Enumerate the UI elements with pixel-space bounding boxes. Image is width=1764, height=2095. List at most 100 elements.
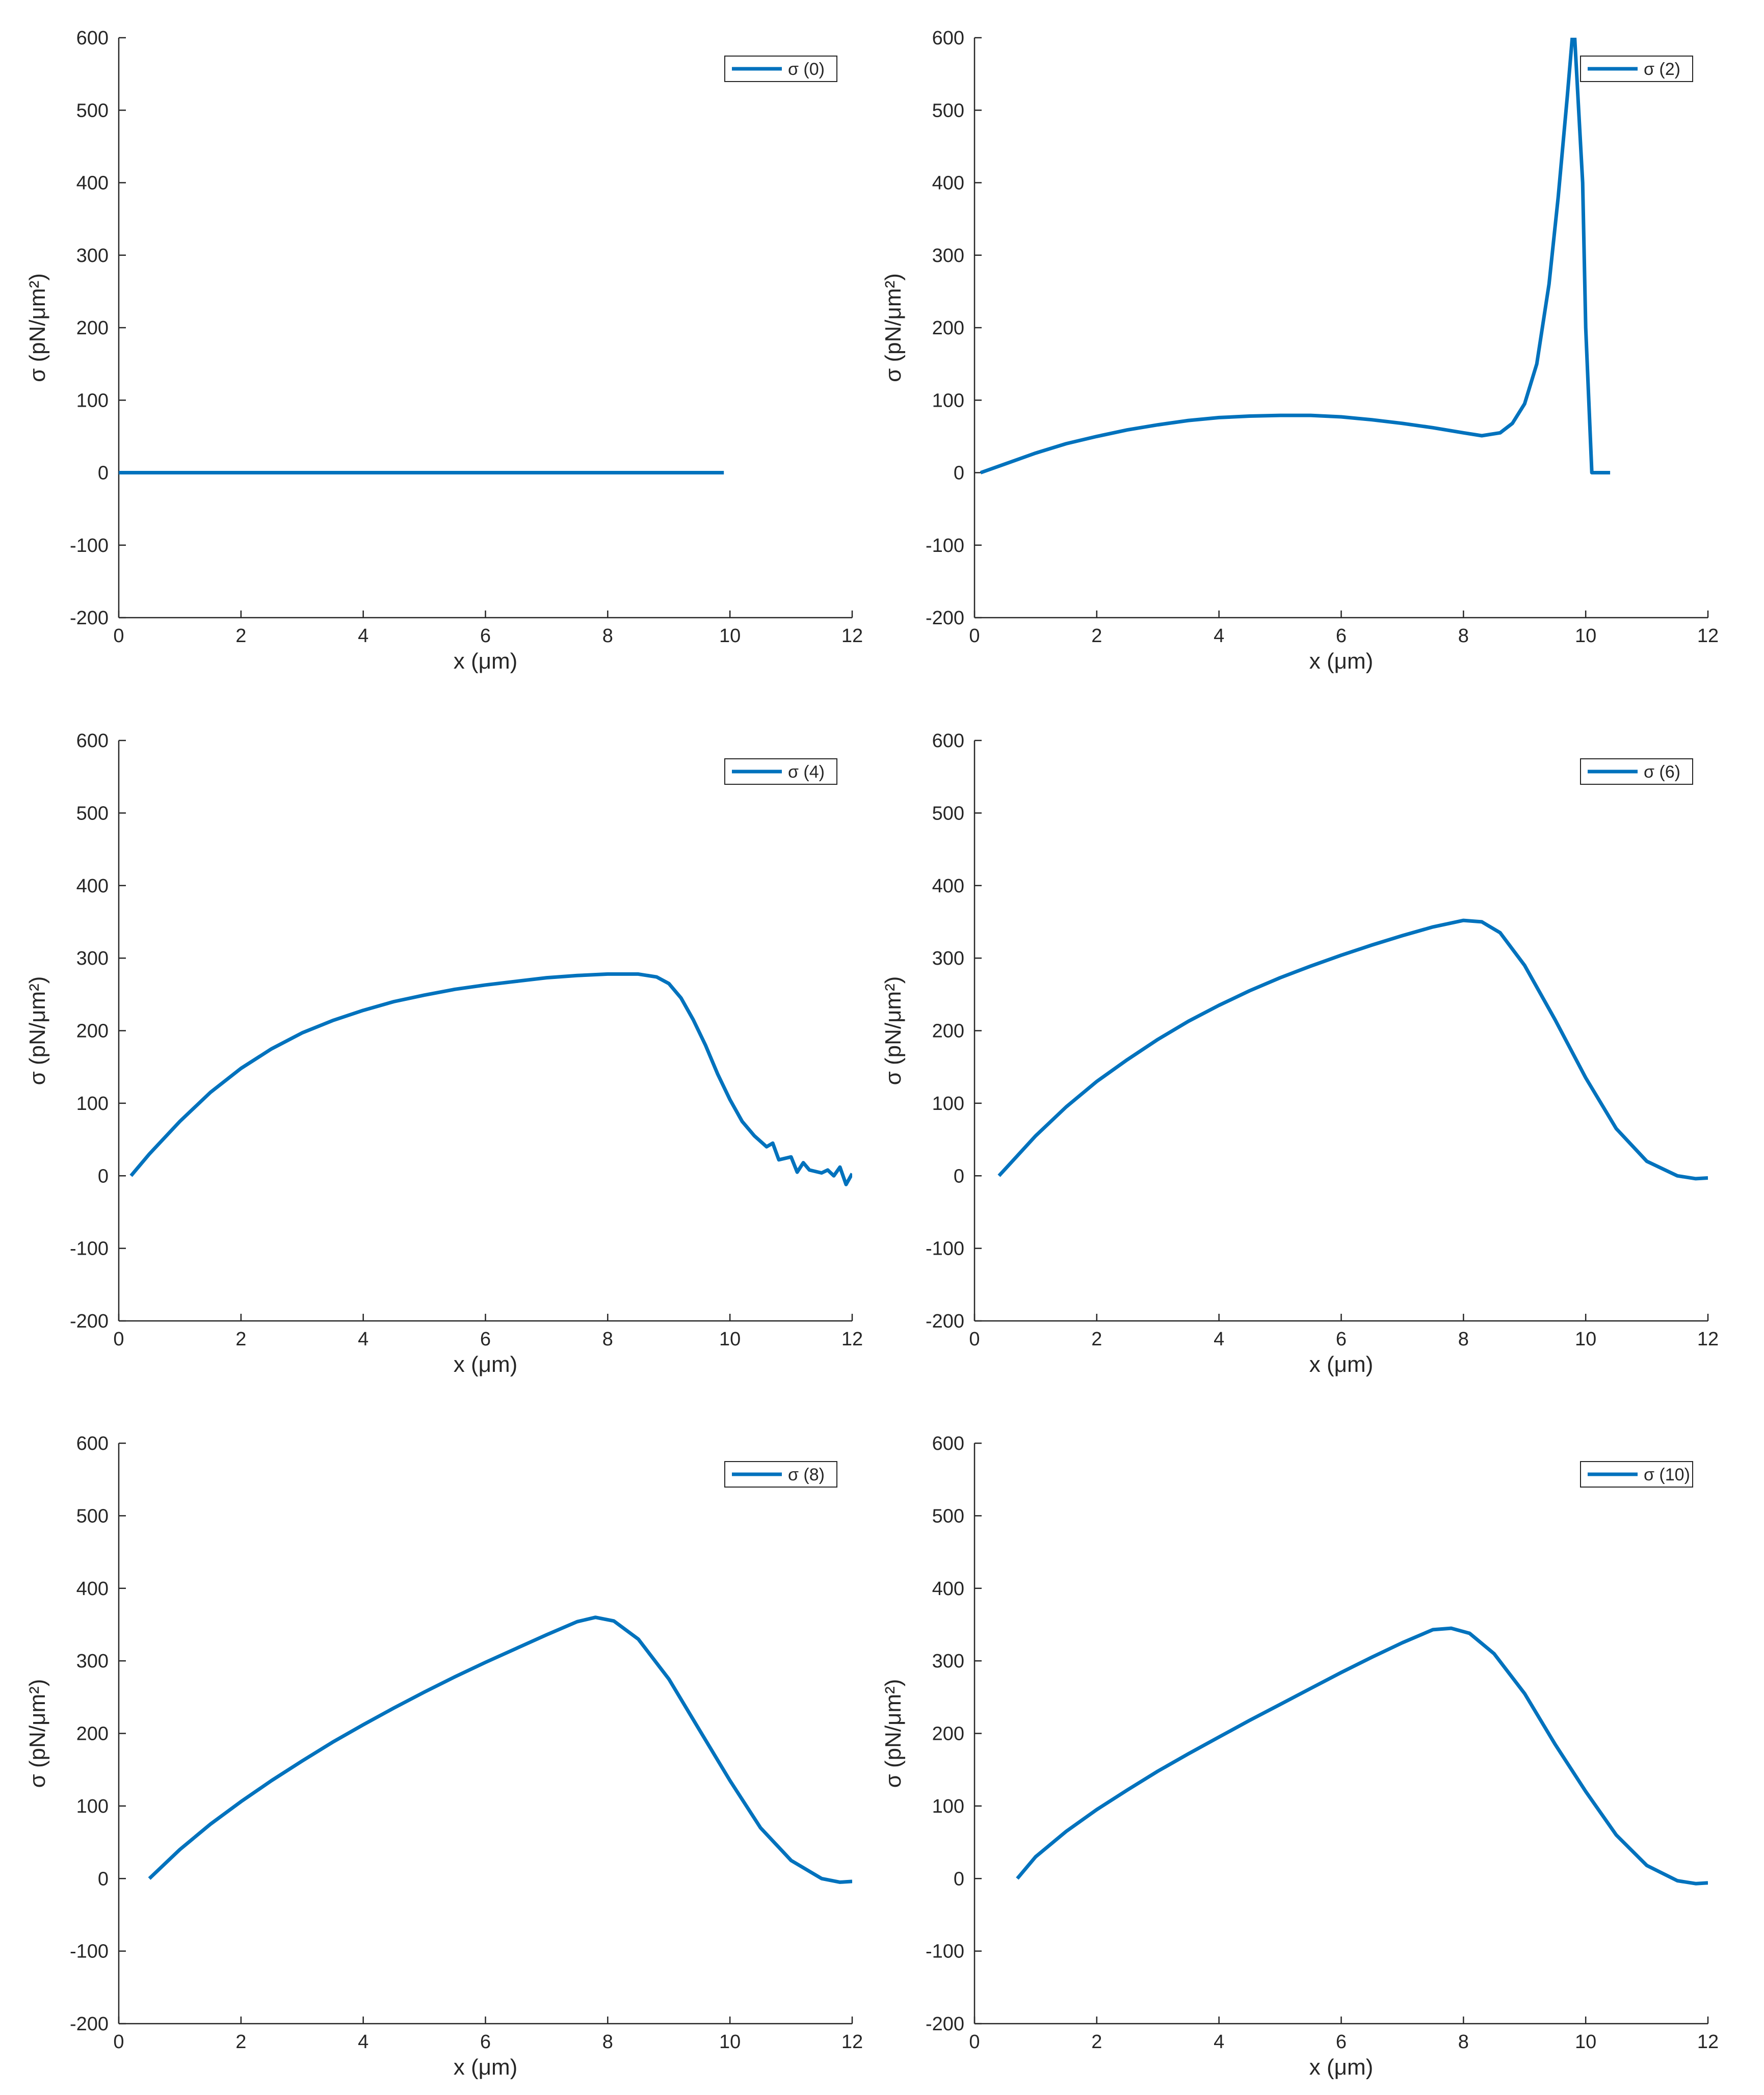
chart-panel-2: 0 2 4 6 8 10 12 -200 -100 0 100 200 300 400 500 600 x (μ… xyxy=(25,730,863,1377)
y-axis-label: σ (pN/μm²) xyxy=(881,1679,906,1788)
y-tick-label: 100 xyxy=(932,1796,964,1817)
y-tick-label: 0 xyxy=(98,1868,109,1890)
x-tick-label: 12 xyxy=(841,1329,863,1350)
series-line xyxy=(129,972,852,1186)
x-tick-label: 10 xyxy=(1575,625,1596,647)
chart-panel-3: 0 2 4 6 8 10 12 -200 -100 0 100 200 300 400 500 600 x (μ… xyxy=(881,730,1719,1377)
chart-panel-4: 0 2 4 6 8 10 12 -200 -100 0 100 200 300 400 500 600 x (μ… xyxy=(25,1433,863,2080)
x-tick-label: 0 xyxy=(969,625,980,647)
legend-label: σ (10) xyxy=(1644,1465,1690,1484)
x-tick-label: 4 xyxy=(1214,1329,1224,1350)
x-tick-label: 10 xyxy=(719,2031,741,2053)
x-tick-label: 4 xyxy=(358,1329,368,1350)
y-tick-label: 600 xyxy=(932,1433,964,1454)
series-line xyxy=(1016,1626,1708,1886)
y-tick-label: 300 xyxy=(932,245,964,267)
y-tick-label: 500 xyxy=(932,100,964,121)
x-tick-label: 4 xyxy=(1214,625,1224,647)
legend-label: σ (6) xyxy=(1644,762,1680,782)
y-tick-label: 100 xyxy=(76,1093,109,1115)
x-tick-label: 0 xyxy=(113,1329,124,1350)
x-tick-label: 2 xyxy=(235,1329,246,1350)
y-tick-label: 200 xyxy=(76,1021,109,1042)
y-axis-label: σ (pN/μm²) xyxy=(25,273,50,382)
x-tick-label: 10 xyxy=(1575,2031,1596,2053)
series-line xyxy=(148,1615,852,1884)
x-axis-label: x (μm) xyxy=(454,1352,518,1377)
y-tick-label: 400 xyxy=(932,1578,964,1600)
x-axis-label: x (μm) xyxy=(1309,649,1374,674)
x-tick-label: 2 xyxy=(1091,2031,1102,2053)
y-axis-label: σ (pN/μm²) xyxy=(25,976,50,1085)
y-tick-label: 300 xyxy=(932,1651,964,1672)
y-axis-label: σ (pN/μm²) xyxy=(25,1679,50,1788)
y-tick-label: 300 xyxy=(76,245,109,267)
y-tick-label: 200 xyxy=(76,1723,109,1745)
y-tick-label: -200 xyxy=(926,2013,964,2035)
x-tick-label: 2 xyxy=(1091,625,1102,647)
y-tick-label: -100 xyxy=(70,535,109,556)
x-tick-label: 8 xyxy=(1458,1329,1469,1350)
legend-label: σ (4) xyxy=(788,762,825,782)
y-tick-label: 600 xyxy=(76,28,109,49)
y-tick-label: 500 xyxy=(76,1505,109,1527)
y-tick-label: 200 xyxy=(76,317,109,339)
y-tick-label: -200 xyxy=(926,1311,964,1332)
y-tick-label: -100 xyxy=(926,1941,964,1963)
x-tick-label: 10 xyxy=(719,625,741,647)
y-tick-label: -100 xyxy=(926,1238,964,1260)
y-tick-label: 100 xyxy=(932,1093,964,1115)
x-tick-label: 0 xyxy=(969,1329,980,1350)
y-tick-label: 200 xyxy=(932,1021,964,1042)
y-tick-label: 400 xyxy=(76,1578,109,1600)
x-axis-label: x (μm) xyxy=(1309,2055,1374,2080)
y-tick-label: -100 xyxy=(70,1941,109,1963)
y-tick-label: 600 xyxy=(932,28,964,49)
y-tick-label: 100 xyxy=(76,390,109,411)
y-tick-label: 0 xyxy=(954,463,964,484)
y-tick-label: 200 xyxy=(932,317,964,339)
x-tick-label: 4 xyxy=(358,625,368,647)
y-tick-label: 100 xyxy=(932,390,964,411)
y-tick-label: -200 xyxy=(926,607,964,629)
x-tick-label: 0 xyxy=(969,2031,980,2053)
y-axis-label: σ (pN/μm²) xyxy=(881,273,906,382)
x-tick-label: 8 xyxy=(602,625,613,647)
y-tick-label: 100 xyxy=(76,1796,109,1817)
y-tick-label: 400 xyxy=(76,876,109,897)
x-tick-label: 4 xyxy=(358,2031,368,2053)
y-axis-label: σ (pN/μm²) xyxy=(881,976,906,1085)
x-tick-label: 8 xyxy=(1458,2031,1469,2053)
x-tick-label: 12 xyxy=(1697,2031,1719,2053)
y-tick-label: -200 xyxy=(70,1311,109,1332)
x-tick-label: 0 xyxy=(113,625,124,647)
y-tick-label: 0 xyxy=(98,1165,109,1187)
x-tick-label: 12 xyxy=(841,625,863,647)
y-tick-label: 300 xyxy=(932,948,964,969)
legend-label: σ (2) xyxy=(1644,60,1680,79)
x-tick-label: 12 xyxy=(1697,625,1719,647)
chart-panel-5: 0 2 4 6 8 10 12 -200 -100 0 100 200 300 400 500 600 x (μ… xyxy=(881,1433,1719,2080)
legend-label: σ (8) xyxy=(788,1465,825,1484)
y-tick-label: 300 xyxy=(76,1651,109,1672)
x-tick-label: 2 xyxy=(235,625,246,647)
y-tick-label: 0 xyxy=(98,463,109,484)
x-tick-label: 6 xyxy=(1336,2031,1347,2053)
y-tick-label: 400 xyxy=(932,876,964,897)
x-axis-label: x (μm) xyxy=(454,2055,518,2080)
series-line xyxy=(980,38,1611,474)
x-tick-label: 6 xyxy=(1336,625,1347,647)
x-tick-label: 10 xyxy=(1575,1329,1596,1350)
x-axis-label: x (μm) xyxy=(454,649,518,674)
x-tick-label: 0 xyxy=(113,2031,124,2053)
y-tick-label: 600 xyxy=(76,730,109,752)
x-tick-label: 6 xyxy=(480,2031,491,2053)
y-tick-label: 500 xyxy=(76,100,109,121)
y-tick-label: 500 xyxy=(932,803,964,824)
series-line xyxy=(997,918,1708,1181)
y-tick-label: -200 xyxy=(70,607,109,629)
y-tick-label: 0 xyxy=(954,1868,964,1890)
y-tick-label: -100 xyxy=(926,535,964,556)
y-tick-label: -200 xyxy=(70,2013,109,2035)
